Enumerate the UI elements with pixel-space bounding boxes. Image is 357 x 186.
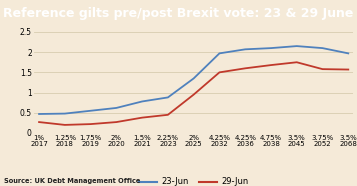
Text: Source: UK Debt Management Office: Source: UK Debt Management Office: [4, 178, 140, 184]
Text: Reference gilts pre/post Brexit vote: 23 & 29 June: Reference gilts pre/post Brexit vote: 23…: [3, 7, 354, 20]
Legend: 23-Jun, 29-Jun: 23-Jun, 29-Jun: [136, 174, 252, 186]
